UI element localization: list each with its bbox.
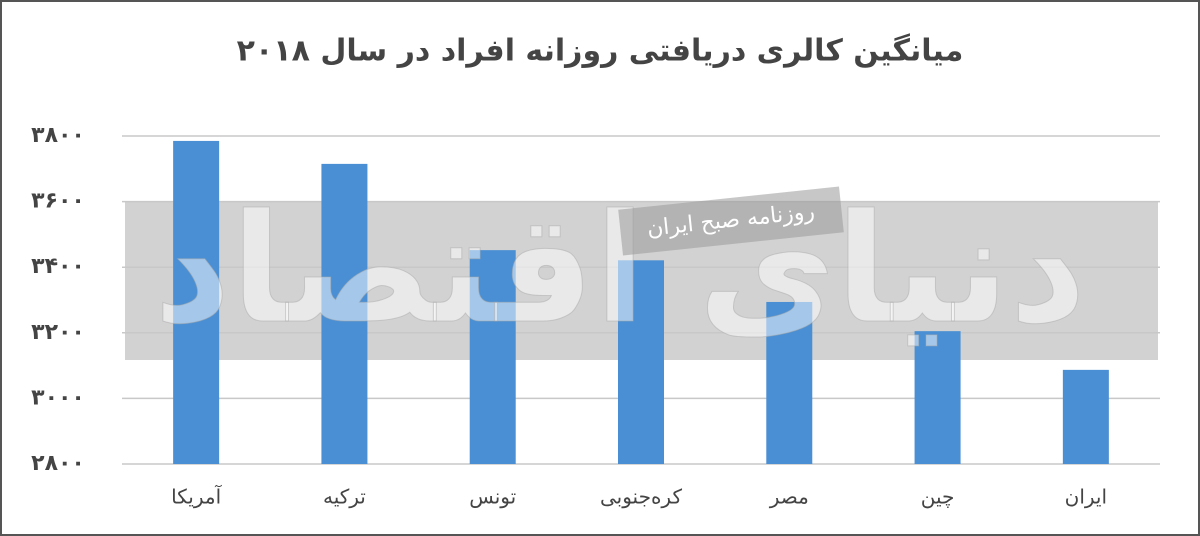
bar xyxy=(321,163,368,464)
bar xyxy=(469,250,516,464)
chart-title: میانگین کالری دریافتی روزانه افراد در سا… xyxy=(237,33,964,69)
plot: ۲۸۰۰ ۳۰۰۰ ۳۲۰۰ ۳۴۰۰ ۳۶۰۰ ۳۸۰۰ آمریکا ترکیه تونس ک… xyxy=(31,123,1160,509)
x-tick-label: تونس xyxy=(469,485,516,509)
x-tick-label: ایران xyxy=(1065,485,1107,509)
x-tick-label: آمریکا xyxy=(171,484,222,509)
watermark-logo: دنیای اقتصاد xyxy=(154,183,1087,357)
y-tick-label: ۳۸۰۰ xyxy=(31,123,85,148)
bar xyxy=(766,301,813,464)
watermark-tag-box xyxy=(618,186,844,256)
x-tick-label: مصر xyxy=(769,485,809,509)
y-tick-label: ۳۶۰۰ xyxy=(31,189,85,214)
bar xyxy=(1062,369,1109,464)
bar xyxy=(618,260,664,464)
y-tick-label: ۳۲۰۰ xyxy=(31,320,85,345)
x-tick-label: چین xyxy=(921,485,955,509)
y-tick-label: ۲۸۰۰ xyxy=(31,451,85,476)
bar xyxy=(914,331,961,464)
y-tick-label: ۳۴۰۰ xyxy=(31,254,85,279)
y-tick-label: ۳۰۰۰ xyxy=(31,385,85,410)
bar xyxy=(173,140,220,465)
x-tick-label: ترکیه xyxy=(323,485,366,509)
x-tick-label: کره‌جنوبی xyxy=(600,485,682,509)
